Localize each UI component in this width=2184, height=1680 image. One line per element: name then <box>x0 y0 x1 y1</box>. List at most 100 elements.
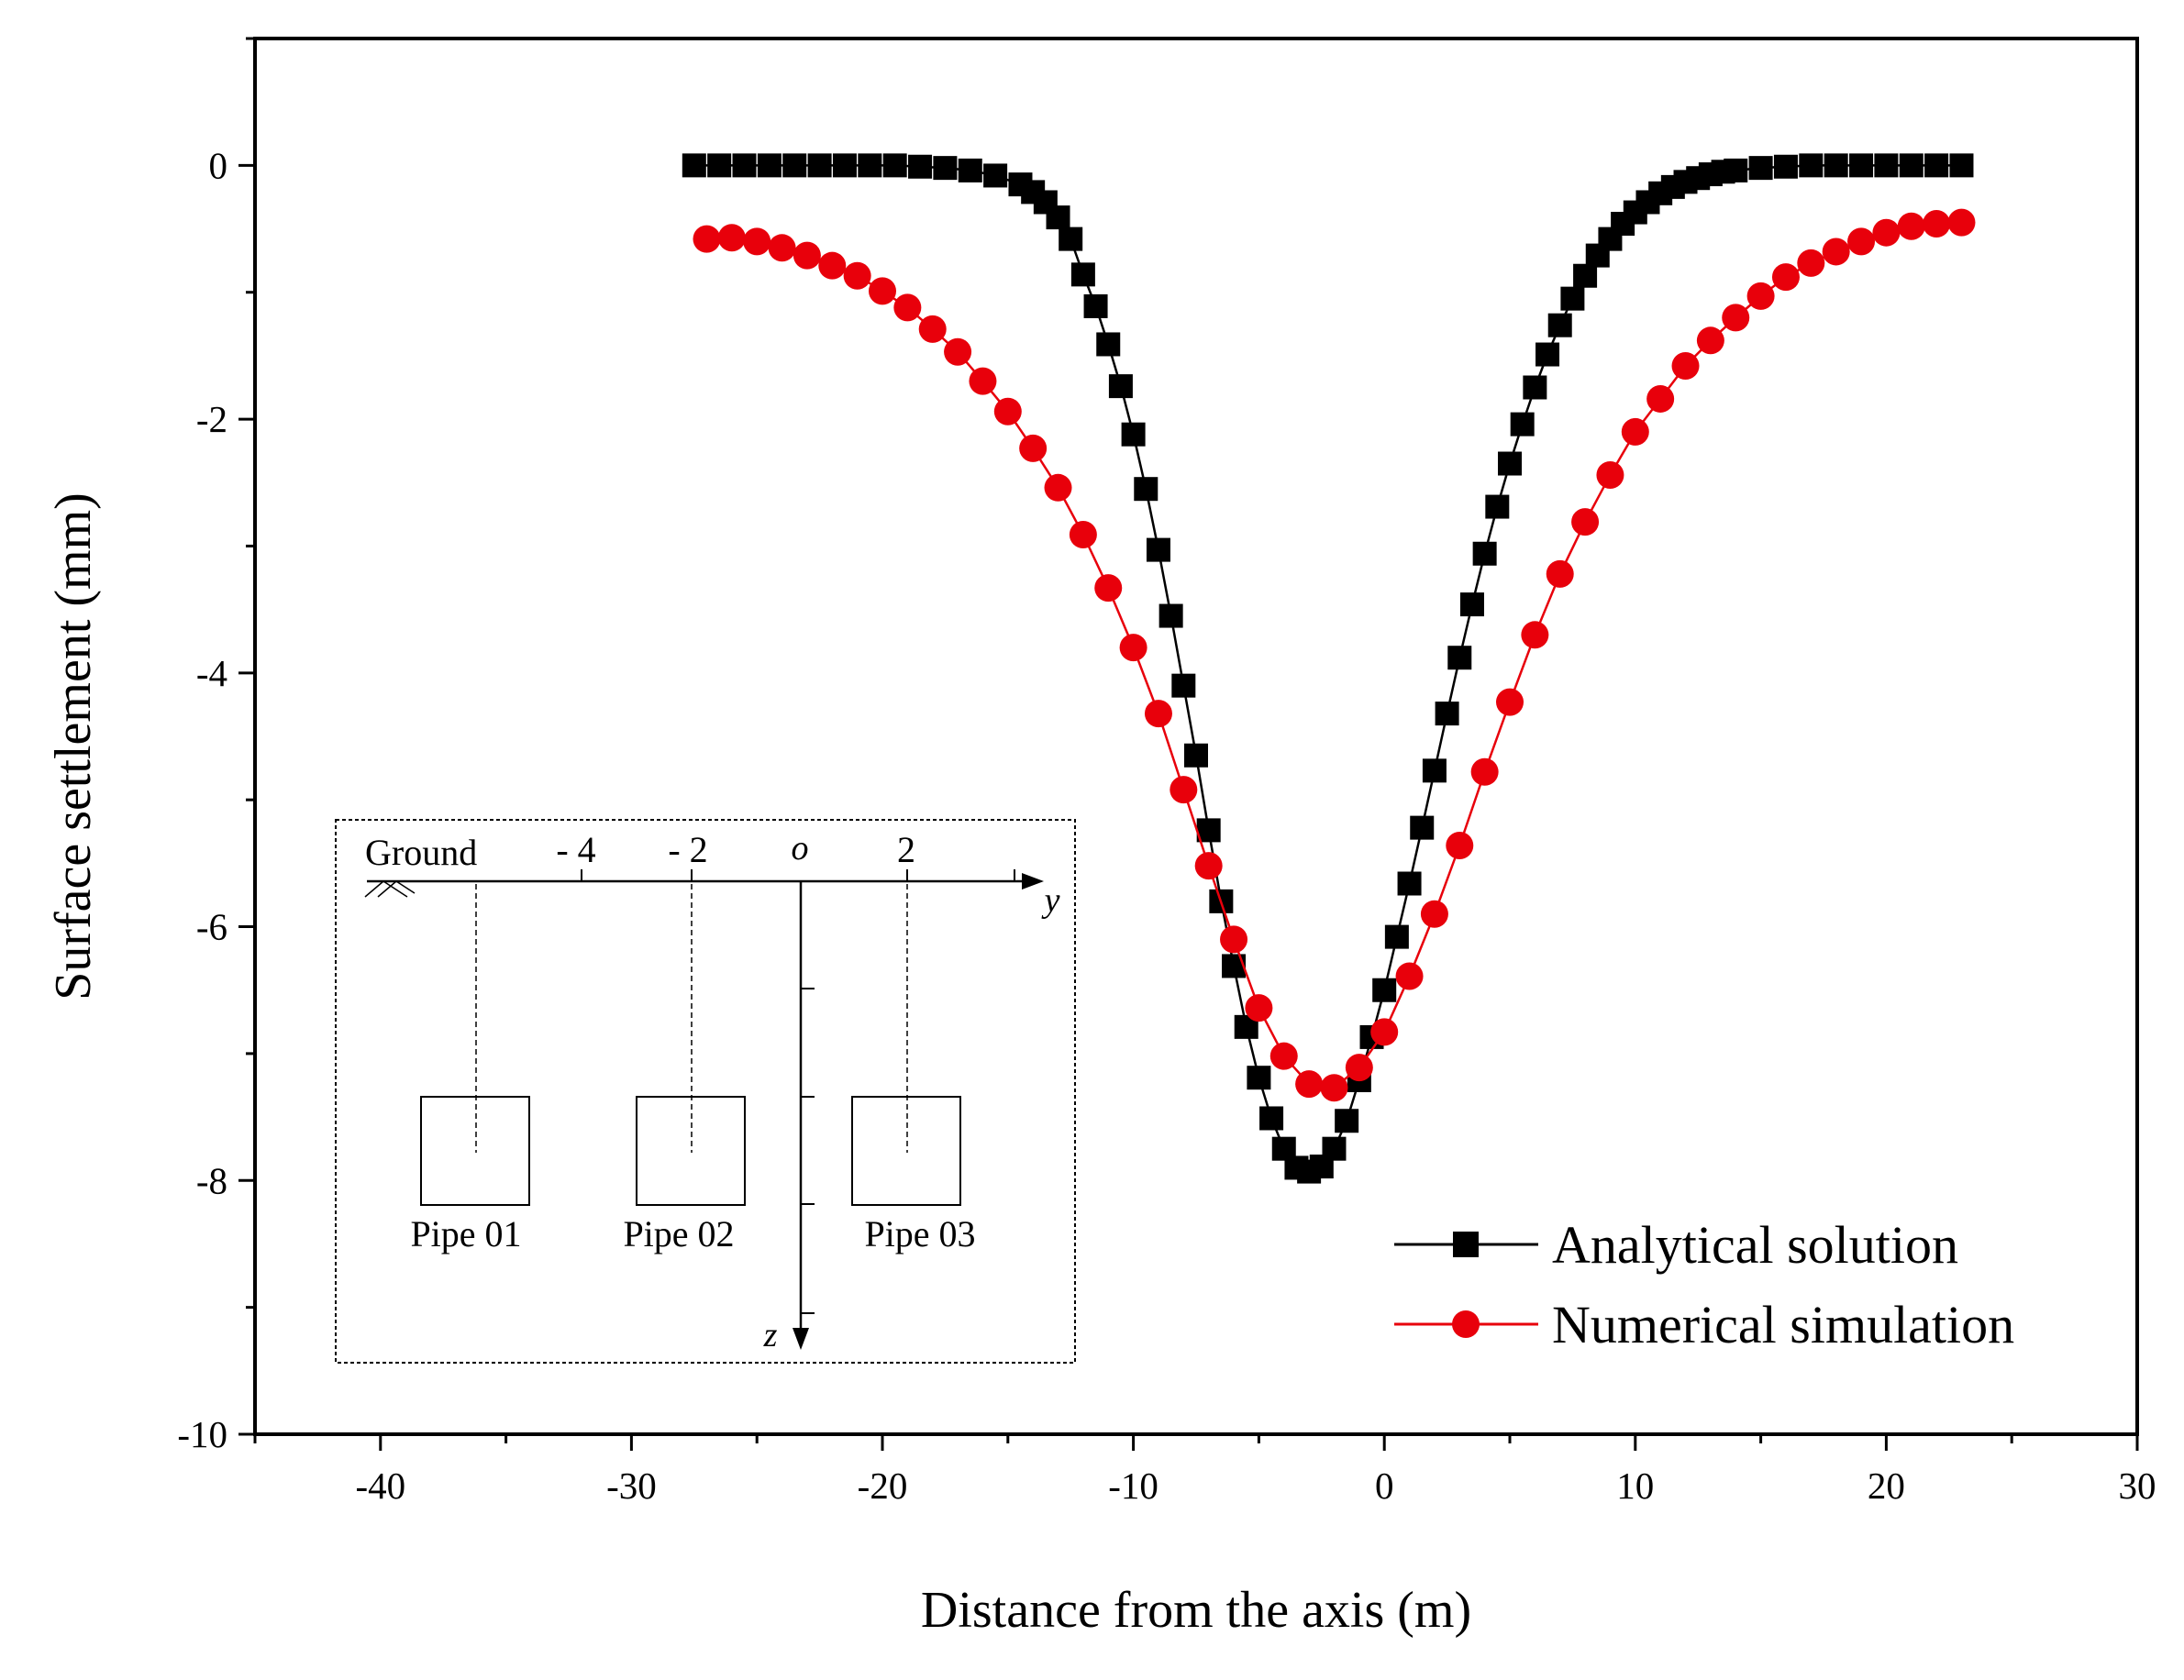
x-axis-title: Distance from the axis (m) <box>921 1582 1471 1639</box>
data-point <box>1446 831 1474 859</box>
data-point <box>882 153 907 178</box>
data-point <box>1170 776 1198 804</box>
inset-y-axis-label: y <box>1041 881 1060 920</box>
data-point <box>1949 153 1974 178</box>
data-point <box>1259 1106 1284 1131</box>
y-tick-label: -6 <box>196 906 227 948</box>
data-point <box>1370 1018 1399 1046</box>
data-point <box>908 154 933 179</box>
data-point <box>1044 473 1072 502</box>
data-point <box>1435 702 1459 726</box>
data-point <box>1269 1042 1298 1070</box>
legend: Analytical solution Numerical simulation <box>1394 1215 2014 1354</box>
data-point <box>1671 351 1700 380</box>
pipe-01-box <box>420 1096 530 1206</box>
data-point <box>1295 1070 1324 1099</box>
x-tick-label: -40 <box>355 1464 405 1507</box>
data-point <box>1722 304 1750 332</box>
data-point <box>1472 541 1497 566</box>
data-point <box>1108 374 1133 399</box>
data-point <box>918 315 947 343</box>
data-point <box>1247 1066 1271 1090</box>
data-point <box>1119 634 1147 662</box>
x-tick-label: -10 <box>1108 1464 1159 1507</box>
x-tick-label: 30 <box>2119 1464 2156 1507</box>
y-axis: 0 -2 -4 -6 -8 -10 <box>177 37 255 1455</box>
data-point <box>1422 758 1447 783</box>
pipe-01-label: Pipe 01 <box>410 1213 521 1254</box>
data-point <box>1897 212 1925 240</box>
data-point <box>832 153 857 178</box>
data-point <box>1384 924 1409 949</box>
data-point <box>1459 592 1484 617</box>
data-point <box>717 224 746 252</box>
data-point <box>807 153 832 178</box>
data-point <box>1019 434 1048 462</box>
legend-marker-numerical <box>1452 1310 1480 1338</box>
data-point <box>1083 293 1108 318</box>
y-tick-label: -10 <box>177 1413 227 1455</box>
data-point <box>1773 154 1798 179</box>
data-point <box>1496 688 1524 716</box>
inset-y-arrowhead <box>1022 873 1044 890</box>
data-point <box>1847 227 1876 256</box>
data-point <box>944 337 972 366</box>
data-point <box>1748 156 1773 181</box>
data-point <box>1874 153 1899 178</box>
y-axis-title: Surface settlement (mm) <box>45 492 102 1000</box>
data-point <box>1646 384 1675 413</box>
data-point <box>1447 646 1472 670</box>
data-point <box>1320 1074 1348 1102</box>
data-point <box>1498 451 1522 476</box>
inset-diagram: Ground - 4 - 2 o 2 y z Pipe 01 Pipe 02 P… <box>335 819 1076 1364</box>
data-point <box>958 158 982 182</box>
plot-frame <box>253 37 2139 1436</box>
data-point <box>707 153 732 178</box>
data-point <box>933 156 958 181</box>
data-point <box>1046 205 1070 230</box>
data-point <box>1510 412 1535 437</box>
legend-label-numerical: Numerical simulation <box>1552 1295 2014 1354</box>
data-point <box>1410 815 1435 840</box>
data-point <box>1560 286 1585 311</box>
data-point <box>1535 342 1560 367</box>
data-point <box>843 261 871 290</box>
data-point <box>1523 375 1547 400</box>
data-point <box>1322 1136 1347 1161</box>
data-point <box>1724 158 1748 182</box>
data-point <box>1059 227 1083 251</box>
data-point <box>1797 249 1825 277</box>
data-point <box>1470 757 1499 786</box>
data-point <box>1696 326 1724 355</box>
data-point <box>732 153 757 178</box>
inset-y-tick-label: 2 <box>897 829 915 870</box>
data-point <box>993 397 1022 426</box>
data-point <box>1335 1109 1359 1133</box>
inset-origin-label: o <box>792 829 809 868</box>
legend-marker-analytical <box>1453 1232 1479 1257</box>
data-point <box>1159 603 1183 628</box>
data-point <box>1069 521 1097 549</box>
inset-z-arrowhead <box>793 1328 809 1350</box>
x-tick-label: 0 <box>1375 1464 1394 1507</box>
pipe-02-label: Pipe 02 <box>623 1213 734 1254</box>
y-tick-label: -8 <box>196 1159 227 1201</box>
data-point <box>1420 900 1448 928</box>
data-point <box>1146 537 1170 562</box>
inset-ground-hatch <box>364 880 416 898</box>
data-point <box>1144 700 1172 728</box>
data-point <box>1121 422 1146 447</box>
data-point <box>782 153 807 178</box>
data-point <box>1345 1054 1373 1082</box>
inset-ground-label: Ground <box>365 832 477 873</box>
data-point <box>1573 263 1598 288</box>
data-point <box>1397 871 1422 896</box>
data-point <box>757 153 782 178</box>
data-point <box>682 153 706 178</box>
data-point <box>693 225 721 253</box>
x-tick-label: -30 <box>606 1464 657 1507</box>
data-point <box>1134 477 1159 502</box>
data-point <box>983 163 1008 188</box>
data-point <box>893 293 922 322</box>
data-point <box>1547 313 1572 337</box>
